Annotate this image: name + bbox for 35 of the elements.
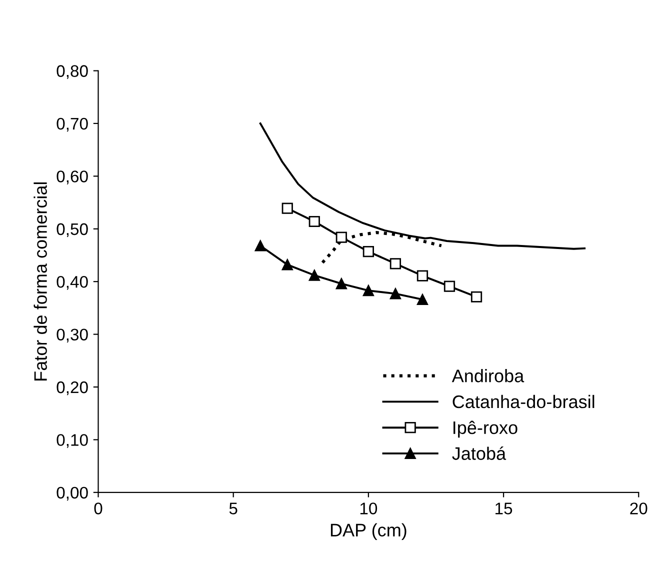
point <box>336 278 347 290</box>
y-axis-title: Fator de forma comercial <box>34 182 47 380</box>
y-tick-label: 0,40 <box>56 276 88 290</box>
point <box>282 259 293 270</box>
point <box>308 270 320 281</box>
y-tick-label: 0,10 <box>56 434 88 448</box>
point <box>444 280 456 292</box>
legend-label: Andiroba <box>452 369 524 382</box>
point <box>254 240 266 252</box>
point <box>308 216 320 228</box>
legend-label: Jatobá <box>452 446 506 460</box>
point <box>362 246 374 258</box>
point <box>336 232 347 243</box>
y-tick-label: 0,30 <box>56 328 88 342</box>
point <box>416 270 428 282</box>
point <box>362 284 374 296</box>
point <box>470 291 482 302</box>
point <box>390 258 402 270</box>
x-axis-title: DAP (cm) <box>330 523 406 540</box>
x-tick-label: 10 <box>360 502 378 514</box>
y-tick-label: 0,80 <box>56 65 88 79</box>
y-tick-label: 0,50 <box>56 223 88 238</box>
y-tick-label: 0,20 <box>56 381 88 396</box>
point <box>282 202 293 214</box>
y-tick-label: 0,60 <box>56 170 88 184</box>
x-tick-label: 5 <box>229 502 238 514</box>
point <box>390 288 402 300</box>
y-tick-label: 0,70 <box>56 118 88 132</box>
x-tick-label: 15 <box>496 502 512 514</box>
x-tick-label: 20 <box>630 502 648 514</box>
x-tick-label: 0 <box>94 502 102 514</box>
legend-label: Ipê-roxo <box>454 420 518 438</box>
legend-label: Catanha-do-brasil <box>452 394 594 408</box>
point <box>416 294 428 306</box>
y-tick-label: 0,00 <box>56 486 88 501</box>
